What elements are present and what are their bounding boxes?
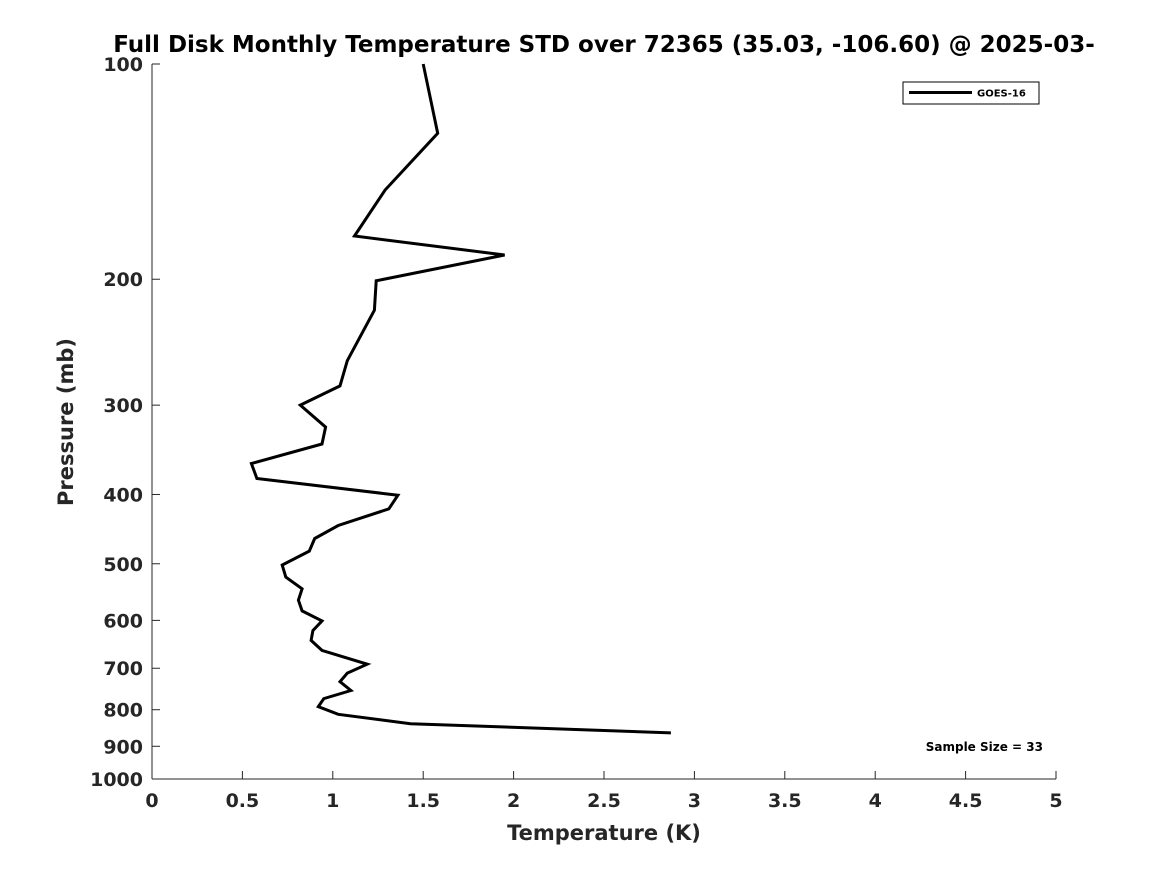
y-tick-label: 300 — [103, 395, 143, 417]
x-axis-label: Temperature (K) — [507, 821, 701, 845]
x-tick-label: 4.5 — [949, 790, 983, 812]
x-tick-label: 1.5 — [406, 790, 440, 812]
x-tick-label: 3.5 — [768, 790, 802, 812]
y-tick-label: 100 — [103, 54, 143, 76]
x-tick-label: 4 — [869, 790, 882, 812]
y-tick-label: 400 — [103, 484, 143, 506]
series-layer — [249, 63, 671, 735]
sample-size-annotation: Sample Size = 33 — [926, 740, 1043, 754]
y-axis-ticks: 100 200 300 400 500 600 700 800 900 1000 — [90, 54, 160, 791]
y-axis-label: Pressure (mb) — [54, 338, 78, 506]
x-tick-label: 5 — [1049, 790, 1062, 812]
x-tick-label: 2.5 — [587, 790, 621, 812]
series-line-goes-16 — [249, 63, 671, 735]
y-tick-label: 200 — [103, 269, 143, 291]
y-tick-label: 500 — [103, 554, 143, 576]
y-tick-label: 900 — [103, 736, 143, 758]
chart-title: Full Disk Monthly Temperature STD over 7… — [113, 32, 1095, 58]
x-axis-ticks: 0 0.5 1 1.5 2 2.5 3 3.5 4 4.5 5 — [145, 771, 1063, 812]
x-tick-label: 0 — [145, 790, 158, 812]
x-tick-label: 0.5 — [226, 790, 260, 812]
y-tick-label: 800 — [103, 700, 143, 722]
x-tick-label: 3 — [688, 790, 701, 812]
legend-label-goes-16: GOES-16 — [977, 89, 1026, 100]
x-tick-label: 2 — [507, 790, 520, 812]
y-tick-label: 600 — [103, 610, 143, 632]
y-tick-label: 700 — [103, 658, 143, 680]
y-tick-label: 1000 — [90, 769, 143, 791]
x-tick-label: 1 — [326, 790, 339, 812]
legend: GOES-16 — [902, 81, 1040, 105]
